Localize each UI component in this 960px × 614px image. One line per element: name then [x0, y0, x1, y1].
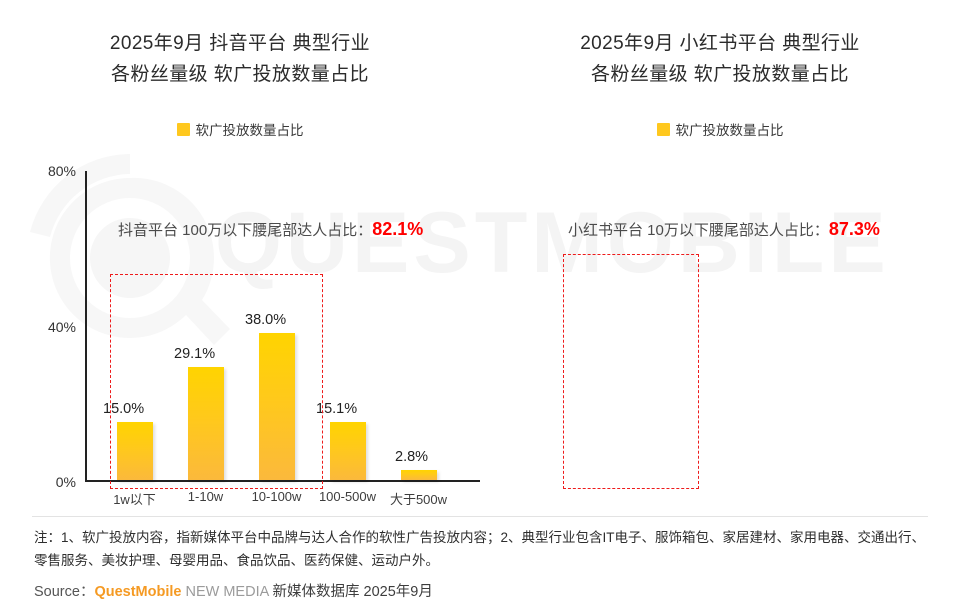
x-label: 1w以下	[113, 492, 156, 507]
x-label: 100-500w	[318, 489, 377, 504]
table-row[interactable]	[258, 332, 295, 481]
bar-slot: 29.1%	[170, 171, 241, 481]
bar-value: 29.1%	[174, 346, 216, 363]
bar-slot: 38.0%	[241, 171, 312, 481]
chart-panel-douyin: 2025年9月 抖音平台 典型行业 各粉丝量级 软广投放数量占比 软广投放数量占…	[0, 0, 480, 520]
x-label: 1-10w	[187, 489, 224, 504]
plot-area-douyin: 80% 40% 0% 15.0% 29.1% 38.0% 15.1	[48, 163, 480, 507]
bar-value: 38.0%	[245, 312, 287, 329]
bar-value: 15.1%	[316, 401, 358, 418]
bars-douyin: 15.0% 29.1% 38.0% 15.1% 2.8%	[85, 171, 480, 481]
source-suffix: 新媒体数据库 2025年9月	[272, 584, 433, 600]
x-label: 大于500w	[389, 492, 448, 507]
bar-value: 15.0%	[103, 401, 145, 418]
source-prefix: Source：	[34, 584, 95, 600]
legend-label-douyin: 软广投放数量占比	[195, 123, 304, 138]
source-line: Source：QuestMobile NEW MEDIA 新媒体数据库 2025…	[34, 580, 433, 601]
table-row[interactable]	[187, 367, 224, 481]
bar-slot: 2.8%	[383, 171, 454, 481]
footnote: 注：1、软广投放内容，指新媒体平台中品牌与达人合作的软性广告投放内容；2、典型行…	[34, 530, 926, 568]
table-row[interactable]	[400, 469, 437, 481]
footer-divider	[32, 516, 928, 517]
x-labels-douyin: 1w以下 1-10w 10-100w 100-500w 大于500w	[85, 489, 480, 509]
y-tick-80: 80%	[47, 163, 76, 179]
chart-title-xiaohongshu: 2025年9月 小红书平台 典型行业 各粉丝量级 软广投放数量占比	[580, 33, 860, 85]
x-label: 10-100w	[251, 489, 302, 504]
callout-prefix-douyin: 抖音平台 100万以下腰尾部达人占比：	[118, 222, 373, 239]
callout-value-douyin: 82.1%	[372, 219, 424, 239]
bar-slot: 15.0%	[99, 171, 170, 481]
legend-label-xiaohongshu: 软广投放数量占比	[675, 123, 784, 138]
legend-douyin: 软广投放数量占比	[0, 119, 480, 139]
table-row[interactable]	[329, 421, 366, 481]
x-axis-douyin	[85, 480, 480, 482]
highlight-box-xiaohongshu	[563, 254, 699, 489]
y-tick-0: 0%	[55, 474, 76, 490]
legend-swatch-icon	[176, 122, 190, 136]
y-tick-40: 40%	[47, 318, 76, 335]
bar-slot: 15.1%	[312, 171, 383, 481]
highlight-box-douyin	[110, 274, 323, 489]
source-brand: QuestMobile	[94, 584, 182, 600]
callout-xiaohongshu: 小红书平台 10万以下腰尾部达人占比：87.3%	[568, 219, 880, 240]
chart-title-douyin: 2025年9月 抖音平台 典型行业 各粉丝量级 软广投放数量占比	[109, 33, 371, 85]
callout-prefix-xiaohongshu: 小红书平台 10万以下腰尾部达人占比：	[568, 222, 829, 239]
table-row[interactable]	[116, 422, 153, 481]
callout-douyin: 抖音平台 100万以下腰尾部达人占比：82.1%	[118, 219, 423, 240]
callout-value-xiaohongshu: 87.3%	[828, 219, 880, 239]
chart-panel-xiaohongshu: 2025年9月 小红书平台 典型行业 各粉丝量级 软广投放数量占比 软广投放数量…	[480, 0, 960, 520]
bar-value: 2.8%	[395, 449, 429, 466]
source-media: NEW MEDIA	[181, 584, 273, 600]
legend-xiaohongshu: 软广投放数量占比	[480, 119, 960, 139]
legend-swatch-icon	[656, 122, 670, 136]
